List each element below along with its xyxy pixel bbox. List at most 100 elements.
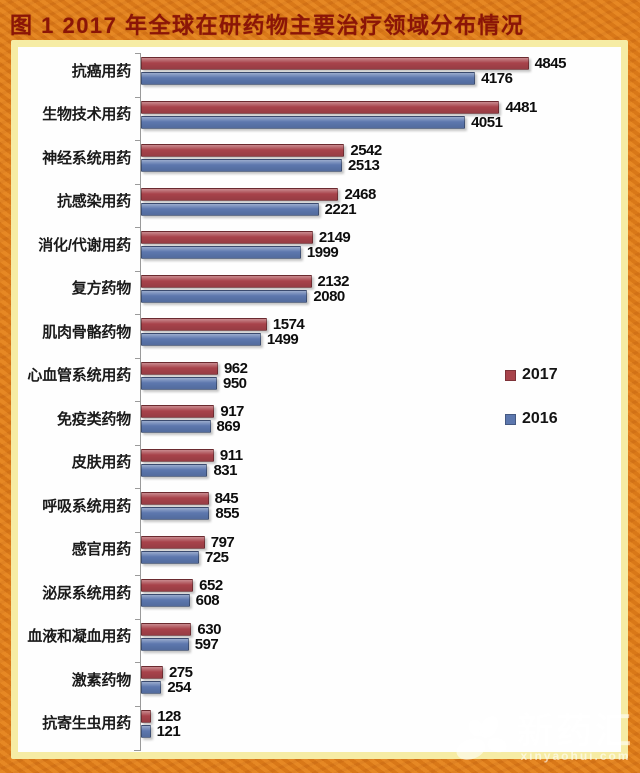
chart-row: 血液和凝血用药 630 597	[18, 618, 621, 663]
bar-value: 597	[194, 635, 219, 653]
category-label: 神经系统用药	[42, 149, 131, 167]
bar-line: 254	[141, 680, 621, 695]
bar-group: 630 597	[135, 618, 621, 663]
bar-value: 1574	[272, 316, 305, 333]
watermark-domain: xinyaohui.com	[520, 748, 631, 763]
bar-2016	[141, 463, 208, 477]
chart-legend: 2017 2016	[505, 366, 558, 455]
bar-value: 917	[220, 403, 244, 420]
bar-line: 845	[141, 491, 621, 506]
bar-group: 4481 4051	[135, 96, 621, 141]
legend-item-2017: 2017	[505, 366, 558, 383]
bar-value: 608	[195, 592, 220, 609]
bar-line: 275	[141, 665, 621, 680]
bar-line: 855	[141, 506, 621, 521]
bar-2016	[141, 202, 319, 216]
bar-line: 4481	[141, 100, 621, 115]
chart-row: 激素药物 275 254	[18, 662, 621, 707]
bar-2017	[141, 579, 194, 592]
bar-value: 2080	[313, 287, 345, 305]
category-label: 抗感染用药	[56, 193, 131, 210]
bar-group: 2542 2513	[135, 140, 621, 185]
bar-value: 2513	[348, 157, 380, 174]
bar-line: 2132	[141, 274, 621, 289]
bar-2016	[141, 72, 476, 85]
bar-2017	[141, 448, 214, 462]
bar-value: 4176	[481, 70, 513, 87]
bar-line: 4051	[141, 115, 621, 130]
bar-group: 917 869	[135, 401, 621, 446]
bar-value: 831	[213, 461, 237, 479]
category-label: 激素药物	[71, 671, 131, 689]
bar-line: 917	[141, 404, 621, 419]
bar-value: 950	[223, 374, 247, 392]
bar-value: 2149	[318, 229, 351, 246]
chart-row: 免疫类药物 917 869	[18, 401, 621, 446]
category-label: 免疫类药物	[56, 410, 131, 428]
bar-line: 597	[141, 637, 621, 652]
category-label: 感官用药	[71, 541, 131, 558]
bar-2017	[141, 318, 267, 331]
bar-value: 652	[199, 577, 223, 594]
bar-2016	[141, 333, 261, 346]
bar-group: 4845 4176	[135, 53, 621, 98]
category-label: 抗寄生虫用药	[42, 715, 131, 732]
chart-row: 肌肉骨骼药物 1574 1499	[18, 314, 621, 359]
bar-line: 652	[141, 578, 621, 593]
bar-line: 1999	[141, 245, 621, 260]
bar-line: 2513	[141, 158, 621, 173]
bar-line: 911	[141, 448, 621, 463]
bar-value: 4845	[534, 55, 567, 72]
chart-row: 感官用药 797 725	[18, 531, 621, 576]
watermark-logo-icon	[456, 715, 507, 760]
bar-line: 2149	[141, 230, 621, 245]
bar-line: 2221	[141, 202, 621, 217]
legend-label: 2017	[522, 366, 558, 383]
bar-value: 128	[157, 707, 181, 725]
bar-group: 2468 2221	[135, 183, 621, 228]
bar-value: 121	[156, 722, 181, 740]
category-label: 消化/代谢用药	[38, 236, 131, 254]
legend-item-2016: 2016	[505, 410, 558, 427]
bar-value: 2132	[317, 272, 350, 290]
bar-line: 2542	[141, 143, 621, 158]
category-label: 呼吸系统用药	[42, 497, 131, 515]
bar-2017	[141, 361, 218, 375]
bar-group: 652 608	[135, 575, 621, 620]
bar-2017	[141, 187, 339, 201]
bar-line: 630	[141, 622, 621, 637]
bar-value: 911	[219, 446, 243, 464]
bar-value: 2468	[344, 185, 376, 203]
bar-2016	[141, 289, 308, 303]
bar-value: 1999	[306, 244, 339, 261]
bar-2016	[141, 507, 210, 520]
category-label: 复方药物	[71, 280, 131, 297]
bar-line: 1574	[141, 317, 621, 332]
bar-line: 1499	[141, 332, 621, 347]
bar-group: 128 121	[135, 705, 621, 750]
chart-row: 抗感染用药 2468 2221	[18, 183, 621, 228]
bar-2016	[141, 420, 211, 433]
bar-line: 831	[141, 463, 621, 478]
watermark-text-block: 新药汇 xinyaohui.com	[517, 711, 634, 763]
legend-label: 2016	[522, 410, 558, 427]
chart-row: 消化/代谢用药 2149 1999	[18, 227, 621, 272]
bar-value: 254	[167, 679, 191, 696]
bar-value: 962	[223, 359, 248, 377]
bar-2017	[141, 492, 209, 505]
bar-2017	[141, 405, 215, 418]
bar-2017	[141, 144, 345, 157]
bar-2017	[141, 57, 529, 70]
legend-swatch-icon	[505, 413, 516, 425]
bar-line: 4845	[141, 56, 621, 71]
figure-title: 图 1 2017 年全球在研药物主要治疗领域分布情况	[10, 13, 525, 38]
bar-group: 845 855	[135, 488, 621, 533]
bar-2016	[141, 637, 189, 651]
category-label: 泌尿系统用药	[42, 584, 131, 602]
chart-row: 呼吸系统用药 845 855	[18, 488, 621, 533]
bar-value: 630	[197, 620, 221, 638]
bar-group: 911 831	[135, 444, 621, 489]
bar-2017	[141, 666, 163, 679]
category-label: 皮肤用药	[71, 454, 131, 471]
bar-2016	[141, 681, 162, 694]
